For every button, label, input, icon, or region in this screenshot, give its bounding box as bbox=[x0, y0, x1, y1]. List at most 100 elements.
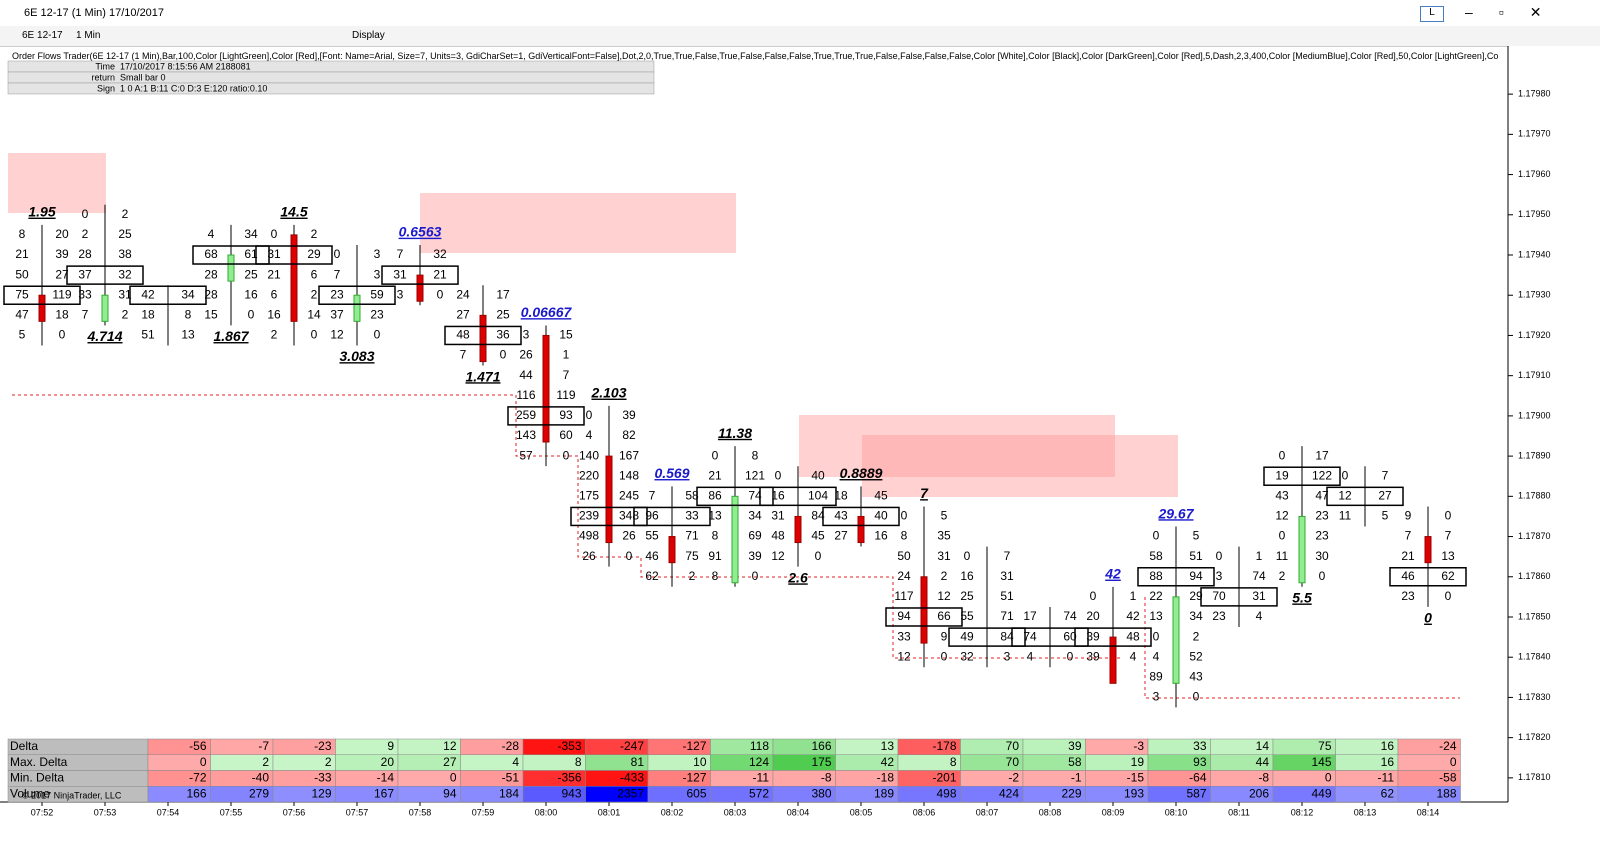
instrument[interactable]: 6E 12-17 bbox=[22, 30, 63, 41]
bid-volume: 21 bbox=[708, 468, 722, 482]
candle-body bbox=[794, 515, 802, 544]
ask-volume: 75 bbox=[685, 549, 699, 563]
bid-volume: 46 bbox=[645, 549, 659, 563]
ask-volume: 5 bbox=[1193, 529, 1200, 543]
bid-volume: 239 bbox=[579, 509, 599, 523]
x-tick-label: 07:57 bbox=[346, 807, 369, 817]
ask-volume: 7 bbox=[1382, 468, 1389, 482]
y-tick-label: 1.17840 bbox=[1518, 652, 1551, 662]
table-value: 4 bbox=[512, 755, 519, 769]
poc-box bbox=[633, 506, 711, 527]
bid-volume: 17 bbox=[1023, 609, 1037, 623]
poc-box bbox=[255, 245, 333, 265]
ask-volume: 0 bbox=[626, 549, 633, 563]
y-tick-label: 1.17910 bbox=[1518, 370, 1551, 380]
bid-volume: 55 bbox=[960, 609, 974, 623]
table-cell bbox=[1397, 786, 1461, 803]
x-tick-label: 08:14 bbox=[1417, 807, 1440, 817]
ask-volume: 62 bbox=[1441, 569, 1455, 583]
poc-box bbox=[318, 285, 396, 305]
bid-volume: 12 bbox=[330, 328, 344, 342]
ratio-label: 11.38 bbox=[718, 425, 752, 441]
poc-box bbox=[948, 627, 1026, 647]
table-value: 166 bbox=[811, 739, 831, 753]
table-value: 16 bbox=[1381, 755, 1395, 769]
bid-volume: 88 bbox=[1149, 569, 1163, 583]
bid-volume: 6 bbox=[271, 287, 278, 301]
bid-volume: 0 bbox=[964, 549, 971, 563]
table-value: 93 bbox=[1193, 755, 1207, 769]
ask-volume: 60 bbox=[1063, 629, 1077, 643]
ask-volume: 93 bbox=[559, 408, 573, 422]
ask-volume: 3 bbox=[374, 247, 381, 261]
window-controls[interactable]: –▫✕ bbox=[1465, 4, 1568, 20]
bid-volume: 0 bbox=[1342, 468, 1349, 482]
candle-body bbox=[1172, 596, 1180, 684]
x-tick-label: 08:05 bbox=[850, 807, 873, 817]
candle-body bbox=[1424, 536, 1432, 564]
x-tick-label: 08:01 bbox=[598, 807, 621, 817]
y-tick-label: 1.17820 bbox=[1518, 732, 1551, 742]
copyright: © 2017 NinjaTrader, LLC bbox=[22, 790, 122, 800]
display-menu[interactable]: Display bbox=[352, 30, 385, 41]
ask-volume: 2 bbox=[311, 287, 318, 301]
table-value: 380 bbox=[811, 786, 831, 800]
x-tick-label: 08:12 bbox=[1291, 807, 1314, 817]
y-tick-label: 1.17930 bbox=[1518, 290, 1551, 300]
ask-volume: 34 bbox=[748, 509, 762, 523]
link-button[interactable]: L bbox=[1420, 6, 1444, 22]
ask-volume: 84 bbox=[1000, 629, 1014, 643]
ask-volume: 31 bbox=[118, 287, 132, 301]
info-key: Time bbox=[95, 61, 115, 71]
bid-volume: 140 bbox=[579, 448, 599, 462]
ask-volume: 32 bbox=[433, 247, 447, 261]
ask-volume: 13 bbox=[1441, 549, 1455, 563]
y-tick-label: 1.17980 bbox=[1518, 89, 1551, 99]
ask-volume: 0 bbox=[248, 308, 255, 322]
bid-volume: 86 bbox=[708, 489, 722, 503]
bid-volume: 20 bbox=[1086, 609, 1100, 623]
bid-volume: 7 bbox=[82, 308, 89, 322]
poc-box bbox=[1200, 587, 1278, 607]
ask-volume: 15 bbox=[559, 328, 573, 342]
table-value: 9 bbox=[387, 739, 394, 753]
ratio-label: 1.471 bbox=[465, 368, 500, 384]
candle-body bbox=[1109, 636, 1117, 684]
ask-volume: 7 bbox=[1445, 529, 1452, 543]
supply-zones bbox=[8, 153, 1178, 497]
table-value: -11 bbox=[753, 771, 770, 785]
table-value: 27 bbox=[443, 755, 457, 769]
poc-box bbox=[885, 607, 963, 627]
ask-volume: 6 bbox=[311, 267, 318, 281]
ratio-label: 4.714 bbox=[86, 328, 122, 344]
bid-volume: 22 bbox=[1149, 589, 1163, 603]
table-value: 167 bbox=[374, 786, 394, 800]
bid-volume: 23 bbox=[330, 287, 344, 301]
ask-volume: 29 bbox=[1189, 589, 1203, 603]
ratio-label: 7 bbox=[920, 485, 929, 501]
ask-volume: 0 bbox=[1445, 509, 1452, 523]
ratio-label: 0 bbox=[1424, 610, 1432, 626]
table-value: 184 bbox=[499, 786, 519, 800]
bid-volume: 19 bbox=[1275, 468, 1289, 482]
ask-volume: 119 bbox=[556, 388, 575, 402]
bid-volume: 18 bbox=[834, 489, 848, 503]
bid-volume: 4 bbox=[586, 428, 593, 442]
ask-volume: 45 bbox=[811, 529, 825, 543]
ask-volume: 51 bbox=[1000, 589, 1014, 603]
ratio-label: 0.6563 bbox=[399, 224, 442, 240]
poc-box bbox=[1326, 486, 1404, 507]
table-value: 0 bbox=[1450, 755, 1457, 769]
ask-volume: 25 bbox=[118, 227, 132, 241]
ask-volume: 0 bbox=[752, 569, 759, 583]
table-value: 145 bbox=[1311, 755, 1331, 769]
poc-box bbox=[696, 486, 774, 507]
bid-volume: 43 bbox=[834, 509, 848, 523]
bid-volume: 94 bbox=[897, 609, 911, 623]
bid-volume: 50 bbox=[15, 267, 29, 281]
table-row-name: Delta bbox=[10, 739, 38, 753]
interval[interactable]: 1 Min bbox=[76, 30, 101, 41]
ask-volume: 74 bbox=[1063, 609, 1077, 623]
poc-box bbox=[759, 486, 837, 507]
bid-volume: 47 bbox=[15, 308, 29, 322]
